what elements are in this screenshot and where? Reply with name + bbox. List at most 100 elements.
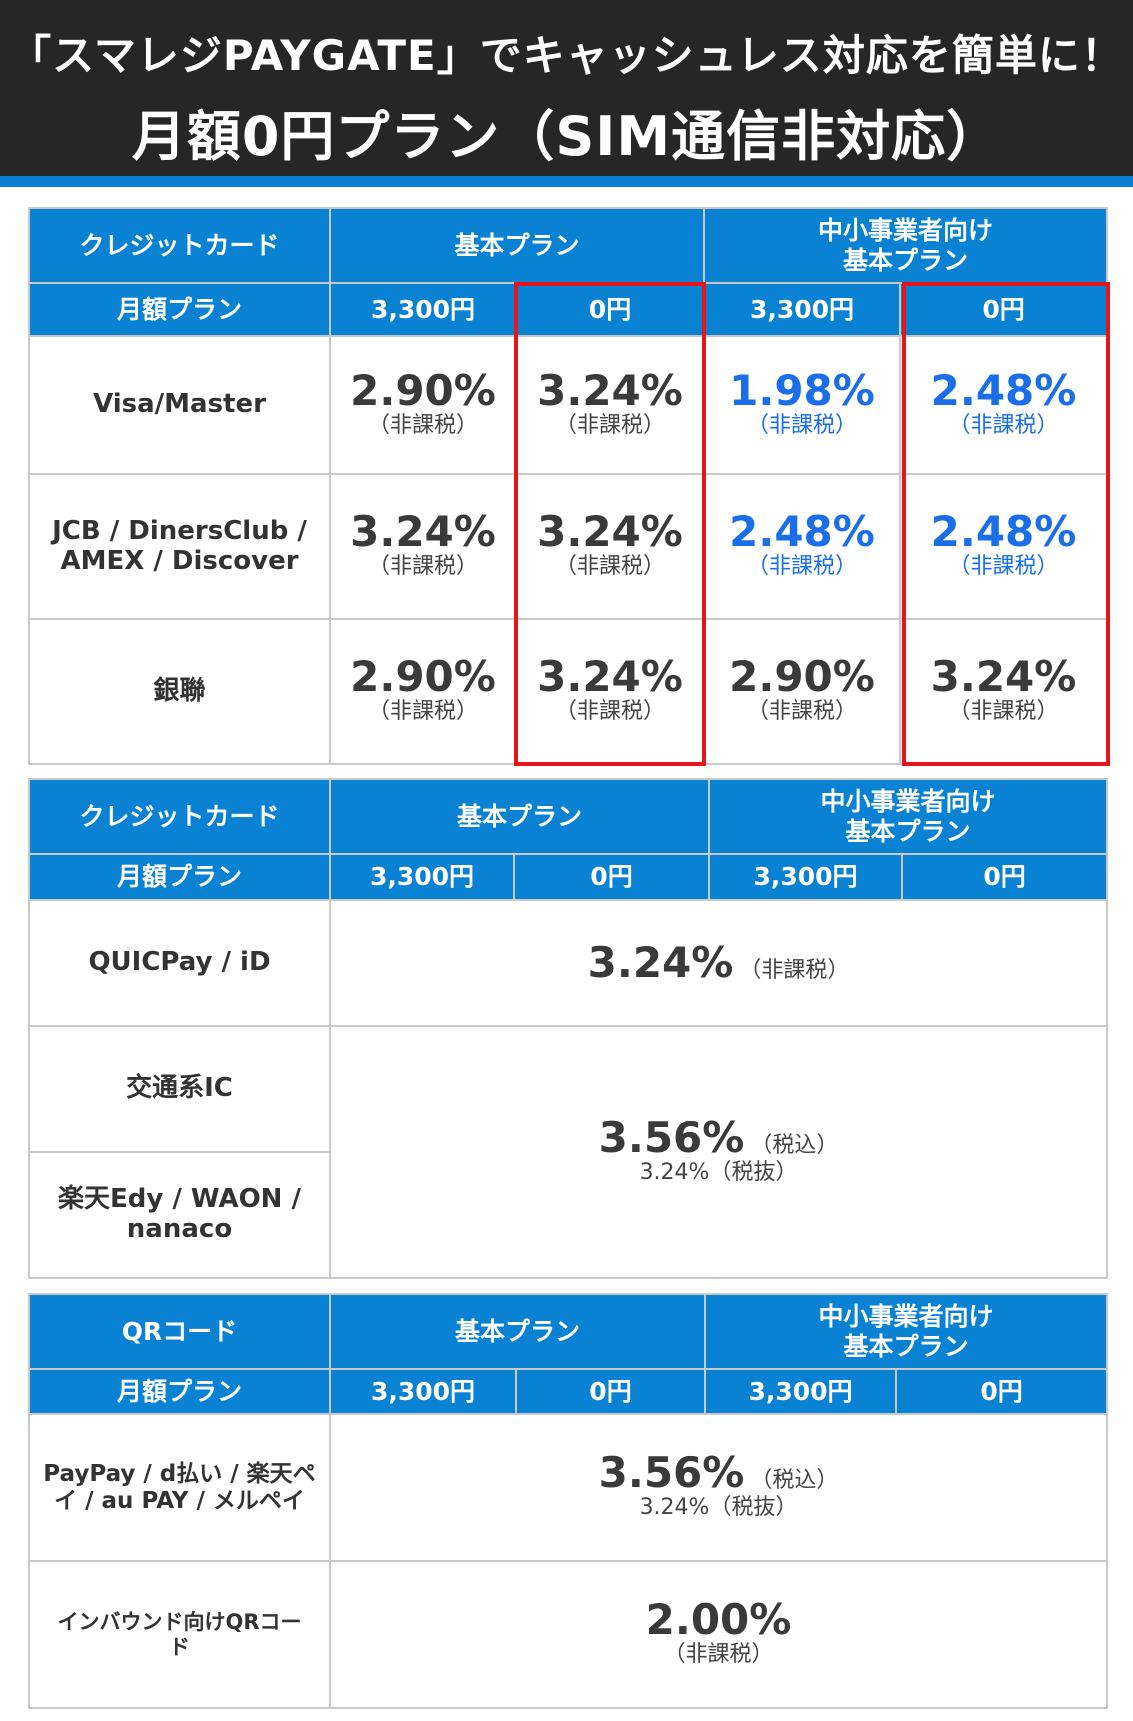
- tax-note: （非課税）: [948, 699, 1059, 725]
- qr-fee-sme-0: 0円: [895, 1368, 1109, 1415]
- row-label-line2: nanaco: [126, 1214, 233, 1244]
- rate-cell: 2.48% （非課税）: [899, 335, 1109, 475]
- table-row: インバウンド向けQRコー ド 2.00% （非課税）: [28, 1560, 1109, 1709]
- tax-note: （税込）: [750, 1132, 839, 1158]
- tax-note: （非課税）: [739, 958, 850, 983]
- tax-note: （非課税）: [367, 412, 478, 438]
- qr-plan-sme-line2: 基本プラン: [843, 1331, 969, 1361]
- table-row: 楽天Edy / WAON / nanaco: [28, 1151, 1107, 1279]
- highlight-box-sme-0yen: [902, 282, 1110, 766]
- rate-value: 3.24%: [587, 938, 734, 987]
- rate-value: 3.24%: [537, 652, 683, 702]
- qr-plan-sme: 中小事業者向け 基本プラン: [704, 1293, 1109, 1370]
- qr-rate-table: QRコード 基本プラン 中小事業者向け 基本プラン 月額プラン 3,300円 0…: [28, 1293, 1109, 1709]
- qr-fee-basic-0: 0円: [514, 1368, 707, 1415]
- rate-value: 3.24%: [537, 365, 683, 415]
- emoney-plan-sme: 中小事業者向け 基本プラン: [708, 778, 1109, 855]
- rate-cell: 2.90% （非課税）: [703, 618, 902, 765]
- header-title-line1: 「スマレジPAYGATE」でキャッシュレス対応を簡単に！: [9, 31, 1124, 80]
- credit-plan-basic: 基本プラン: [328, 207, 706, 284]
- emoney-monthly-label: 月額プラン: [28, 853, 331, 901]
- row-label-edy-waon-nanaco: 楽天Edy / WAON / nanaco: [28, 1151, 331, 1279]
- rate-value: 2.00%: [645, 1595, 792, 1645]
- tax-note: （非課税）: [948, 554, 1059, 580]
- tax-note: （非課税）: [948, 412, 1059, 438]
- rate-value: 3.24%: [350, 507, 496, 557]
- emoney-title: クレジットカード: [28, 778, 331, 855]
- page-header: 「スマレジPAYGATE」でキャッシュレス対応を簡単に！ 月額0円プラン（SIM…: [0, 0, 1133, 176]
- tax-note: （非課税）: [747, 554, 858, 580]
- rate-cell: 3.24% （非課税）: [329, 473, 517, 620]
- tax-note: （非課税）: [555, 412, 666, 438]
- tax-note: （非課税）: [367, 699, 478, 725]
- rate-cell: 1.98% （非課税）: [703, 335, 902, 475]
- credit-card-rate-table: クレジットカード 基本プラン 中小事業者向け 基本プラン 月額プラン 3,300…: [28, 207, 1109, 765]
- rate-cell: 3.56% （税込） 3.24%（税抜）: [328, 1025, 1109, 1279]
- rate-sub-note: 3.24%（税抜）: [639, 1159, 798, 1185]
- row-label-quicpay-id: QUICPay / iD: [28, 899, 331, 1027]
- rate-value: 3.24%: [537, 507, 683, 557]
- rate-value: 3.56%: [598, 1448, 745, 1498]
- credit-plan-sme-line2: 基本プラン: [843, 245, 969, 275]
- row-label-line1: JCB / DinersClub /: [52, 515, 307, 546]
- rate-value: 2.90%: [729, 652, 875, 702]
- qr-fee-basic-3300: 3,300円: [329, 1368, 517, 1415]
- rate-value: 2.48%: [930, 507, 1077, 557]
- emoney-fee-basic-3300: 3,300円: [329, 853, 515, 901]
- emoney-rate-table: クレジットカード 基本プラン 中小事業者向け 基本プラン 月額プラン 3,300…: [28, 778, 1109, 1279]
- rate-value: 3.56%: [598, 1112, 745, 1162]
- qr-fee-sme-3300: 3,300円: [704, 1368, 898, 1415]
- row-label-line2: AMEX / Discover: [60, 545, 299, 576]
- table-row: 交通系IC 3.56% （税込） 3.24%（税抜）: [28, 1025, 1109, 1279]
- rate-value: 2.90%: [350, 652, 496, 702]
- qr-title: QRコード: [28, 1293, 331, 1370]
- row-label-line2: ド: [169, 1634, 190, 1659]
- row-label-line1: PayPay / d払い / 楽天ペ: [43, 1461, 316, 1488]
- qr-plan-basic: 基本プラン: [328, 1293, 707, 1370]
- table-row: PayPay / d払い / 楽天ペ イ / au PAY / メルペイ 3.5…: [28, 1413, 1109, 1562]
- rate-cell: 3.24% （非課税）: [328, 899, 1109, 1027]
- tax-note: （非課税）: [555, 699, 666, 725]
- row-label-transit-ic: 交通系IC: [28, 1025, 331, 1153]
- row-label-jcb-diners-amex-discover: JCB / DinersClub / AMEX / Discover: [28, 473, 331, 620]
- header-title-line2: 月額0円プラン（SIM通信非対応）: [131, 105, 1002, 168]
- row-label-unionpay: 銀聯: [28, 618, 331, 765]
- rate-cell: 2.90% （非課税）: [329, 618, 517, 765]
- emoney-plan-basic: 基本プラン: [328, 778, 711, 855]
- row-label-line1: インバウンド向けQRコー: [57, 1610, 302, 1635]
- rate-value: 2.90%: [350, 365, 496, 415]
- table-row: JCB / DinersClub / AMEX / Discover 3.24%…: [28, 473, 1109, 620]
- emoney-plan-sme-line1: 中小事業者向け: [820, 787, 996, 816]
- highlight-box-basic-0yen: [514, 282, 706, 766]
- tax-note: （非課税）: [663, 1642, 774, 1668]
- credit-fee-sme-3300: 3,300円: [703, 282, 902, 337]
- table-row: Visa/Master 2.90% （非課税） 3.24% （非課税） 1.98% （…: [28, 335, 1109, 475]
- credit-monthly-label: 月額プラン: [28, 282, 331, 337]
- row-label-inbound-qr: インバウンド向けQRコー ド: [28, 1560, 331, 1709]
- credit-plan-sme: 中小事業者向け 基本プラン: [703, 207, 1109, 284]
- credit-plan-sme-line1: 中小事業者向け: [818, 216, 994, 245]
- credit-fee-basic-0: 0円: [514, 282, 706, 337]
- rate-cell: 2.90% （非課税）: [329, 335, 517, 475]
- rate-sub-note: 3.24%（税抜）: [639, 1495, 798, 1521]
- row-label-line1: 楽天Edy / WAON /: [58, 1184, 301, 1215]
- emoney-fee-sme-3300: 3,300円: [708, 853, 904, 901]
- row-label-visa-master: Visa/Master: [28, 335, 331, 475]
- credit-title: クレジットカード: [28, 207, 331, 284]
- tax-note: （税込）: [750, 1468, 839, 1494]
- qr-monthly-label: 月額プラン: [28, 1368, 331, 1415]
- rate-cell: 2.00% （非課税）: [328, 1560, 1109, 1709]
- row-label-qr-payments: PayPay / d払い / 楽天ペ イ / au PAY / メルペイ: [28, 1413, 331, 1562]
- rate-cell: 2.48% （非課税）: [899, 473, 1109, 620]
- rate-cell: 3.56% （税込） 3.24%（税抜）: [328, 1413, 1109, 1562]
- row-label-line2: イ / au PAY / メルペイ: [54, 1487, 305, 1514]
- rate-value: 2.48%: [729, 507, 875, 557]
- emoney-fee-basic-0: 0円: [512, 853, 711, 901]
- rate-cell: 3.24% （非課税）: [514, 335, 706, 475]
- rate-value: 1.98%: [729, 365, 875, 415]
- qr-plan-sme-line1: 中小事業者向け: [818, 1302, 994, 1331]
- emoney-fee-sme-0: 0円: [901, 853, 1109, 901]
- credit-fee-sme-0: 0円: [899, 282, 1109, 337]
- rate-value: 3.24%: [930, 652, 1077, 702]
- table-row: QUICPay / iD 3.24% （非課税）: [28, 899, 1109, 1027]
